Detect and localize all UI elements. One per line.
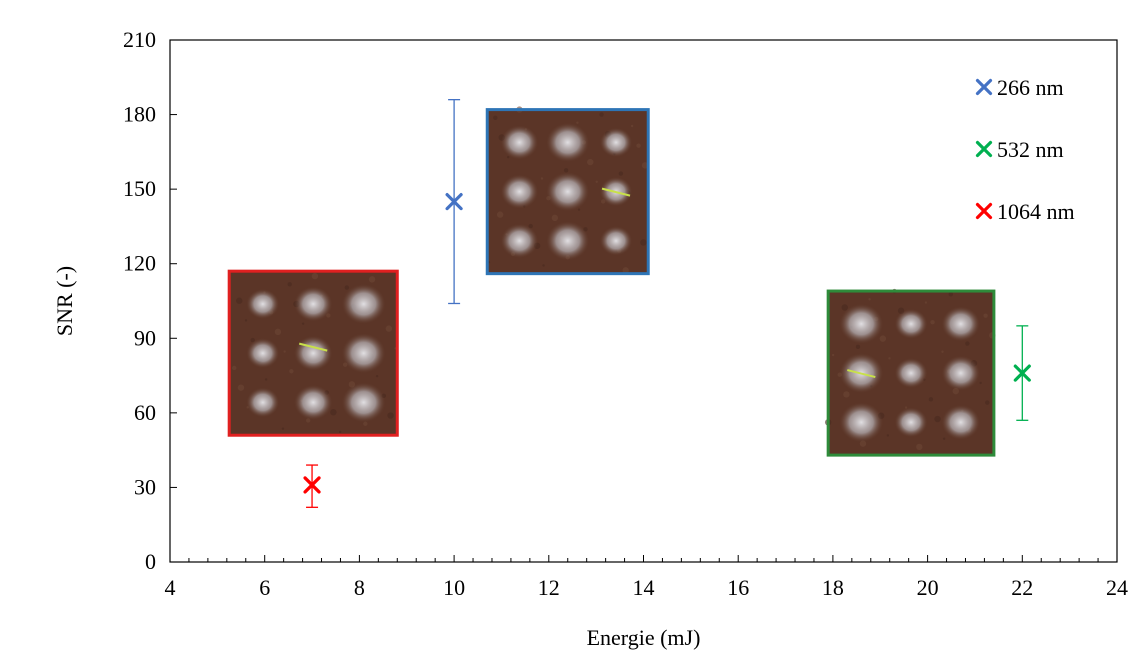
series-266-nm [445, 99, 463, 305]
x-tick-label: 6 [259, 575, 270, 600]
legend-marker [975, 202, 993, 220]
y-tick-label: 120 [123, 251, 156, 276]
inset-images [227, 106, 996, 457]
legend-entry: 532 nm [975, 137, 1064, 162]
x-tick-label: 10 [443, 575, 465, 600]
y-tick-label: 90 [134, 325, 156, 350]
y-tick-label: 60 [134, 400, 156, 425]
legend-label: 1064 nm [997, 199, 1075, 224]
x-tick-label: 14 [633, 575, 655, 600]
series-1064-nm [303, 464, 321, 508]
x-tick-label: 12 [538, 575, 560, 600]
series-532-nm [1013, 325, 1031, 421]
legend-label: 266 nm [997, 75, 1064, 100]
y-tick-label: 0 [145, 549, 156, 574]
x-tick-label: 18 [822, 575, 844, 600]
y-tick-label: 150 [123, 176, 156, 201]
x-tick-label: 4 [165, 575, 176, 600]
y-tick-label: 30 [134, 474, 156, 499]
legend-entry: 1064 nm [975, 199, 1075, 224]
inset-image-2 [485, 106, 650, 276]
y-tick-label: 210 [123, 27, 156, 52]
y-axis-title: SNR (-) [52, 266, 77, 336]
data-point-marker [1013, 364, 1031, 382]
data-series [303, 99, 1031, 508]
x-axis-title: Energie (mJ) [587, 625, 701, 650]
legend-marker [975, 78, 993, 96]
y-tick-label: 180 [123, 102, 156, 127]
inset-image-3 [824, 288, 996, 457]
legend: 266 nm 532 nm 1064 nm [975, 75, 1075, 224]
x-axis: 4 6 8 10 12 14 16 18 20 22 24 [165, 555, 1128, 600]
data-point-marker [445, 192, 463, 211]
legend-label: 532 nm [997, 137, 1064, 162]
x-tick-label: 8 [354, 575, 365, 600]
legend-entry: 266 nm [975, 75, 1064, 100]
x-tick-label: 24 [1106, 575, 1128, 600]
data-point-marker [303, 476, 321, 494]
x-tick-label: 16 [727, 575, 749, 600]
legend-marker [975, 140, 993, 158]
inset-image-1 [227, 269, 399, 437]
x-tick-label: 20 [917, 575, 939, 600]
x-tick-label: 22 [1011, 575, 1033, 600]
y-axis: 0 30 60 90 120 150 180 210 [123, 27, 177, 574]
